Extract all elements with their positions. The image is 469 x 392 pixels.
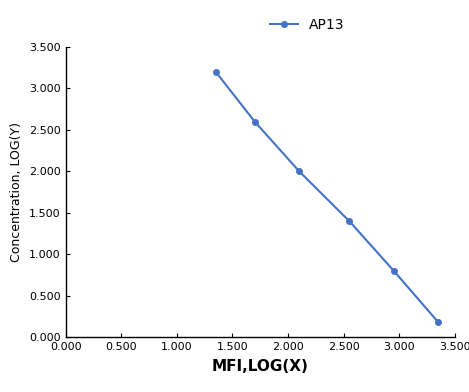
X-axis label: MFI,LOG(X): MFI,LOG(X) xyxy=(212,359,309,374)
Legend: AP13: AP13 xyxy=(264,12,350,37)
Y-axis label: Concentration, LOG(Y): Concentration, LOG(Y) xyxy=(10,122,23,262)
